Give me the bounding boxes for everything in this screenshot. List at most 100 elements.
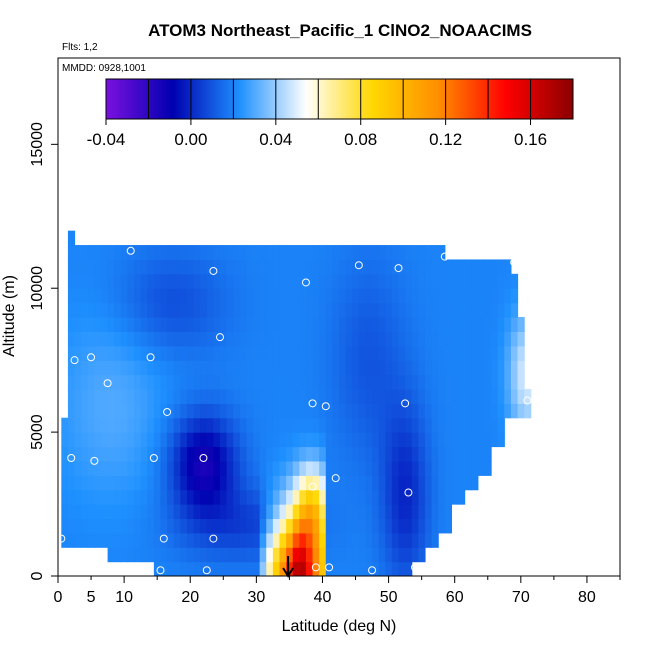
field-cell (286, 245, 294, 261)
field-cell (120, 374, 129, 390)
field-cell (272, 547, 281, 563)
field-cell (167, 360, 175, 376)
field-cell (332, 489, 340, 505)
field-cell (405, 317, 413, 332)
field-cell (411, 460, 419, 476)
field-cell (471, 432, 479, 448)
field-cell (431, 403, 439, 419)
field-cell (299, 446, 307, 462)
field-cell (127, 245, 135, 261)
field-cell (186, 317, 195, 332)
field-cell (491, 259, 499, 275)
field-cell (253, 374, 261, 390)
field-cell (100, 489, 109, 505)
field-cell (246, 403, 254, 419)
field-cell (180, 403, 188, 419)
field-cell (226, 460, 234, 476)
field-cell (299, 561, 307, 576)
field-cell (160, 388, 168, 404)
field-cell (213, 259, 221, 275)
field-cell (200, 302, 208, 318)
field-cell (497, 288, 505, 304)
field-cell (266, 561, 274, 576)
field-cell (424, 388, 433, 404)
field-cell (398, 432, 406, 448)
field-cell (246, 259, 254, 275)
field-cell (378, 504, 386, 520)
field-cell (312, 475, 320, 491)
field-cell (332, 317, 340, 332)
field-cell (299, 460, 307, 476)
field-cell (134, 417, 142, 433)
field-cell (365, 273, 373, 289)
field-cell (253, 446, 261, 462)
field-cell (74, 374, 82, 390)
field-cell (385, 345, 393, 361)
field-cell (107, 331, 115, 347)
field-cell (352, 374, 360, 390)
field-cell (458, 273, 466, 289)
field-cell (411, 532, 419, 548)
field-cell (411, 417, 419, 433)
field-cell (87, 288, 95, 304)
field-cell (391, 317, 400, 332)
field-cell (107, 388, 115, 404)
field-cell (186, 259, 195, 275)
field-cell (339, 374, 347, 390)
field-cell (491, 374, 499, 390)
field-cell (74, 273, 82, 289)
field-cell (61, 446, 69, 462)
sample-point (311, 563, 320, 572)
field-cell (186, 288, 195, 304)
field-cell (378, 374, 386, 390)
field-cell (332, 417, 340, 433)
field-cell (127, 432, 135, 448)
field-cell (114, 432, 122, 448)
field-cell (266, 245, 274, 261)
field-cell (491, 432, 499, 448)
field-cell (173, 547, 181, 563)
field-cell (524, 388, 532, 404)
field-cell (385, 388, 393, 404)
field-cell (140, 288, 148, 304)
field-cell (385, 317, 393, 332)
field-cell (147, 345, 155, 361)
field-cell (372, 432, 380, 448)
field-cell (219, 432, 228, 448)
field-cell (147, 374, 155, 390)
field-cell (206, 331, 214, 347)
field-cell (219, 259, 228, 275)
field-cell (491, 331, 499, 347)
field-cell (305, 475, 314, 491)
field-cell (127, 288, 135, 304)
field-cell (173, 288, 181, 304)
field-cell (444, 288, 452, 304)
field-cell (345, 345, 353, 361)
field-cell (365, 460, 373, 476)
field-cell (477, 331, 486, 347)
field-cell (134, 547, 142, 563)
field-cell (286, 475, 294, 491)
field-cell (299, 518, 307, 534)
x-tick-label: 50 (380, 589, 398, 606)
field-cell (305, 302, 314, 318)
field-cell (286, 288, 294, 304)
field-cell (292, 547, 300, 563)
field-cell (167, 374, 175, 390)
field-cell (319, 317, 327, 332)
field-cell (226, 302, 234, 318)
field-cell (213, 532, 221, 548)
field-cell (378, 489, 386, 505)
field-cell (497, 259, 505, 275)
field-cell (94, 518, 102, 534)
field-cell (358, 504, 367, 520)
field-cell (491, 288, 499, 304)
field-cell (385, 331, 393, 347)
field-cell (74, 360, 82, 376)
field-cell (120, 532, 129, 548)
field-cell (319, 532, 327, 548)
field-cell (292, 504, 300, 520)
field-cell (87, 273, 95, 289)
field-cell (167, 475, 175, 491)
field-cell (477, 273, 486, 289)
